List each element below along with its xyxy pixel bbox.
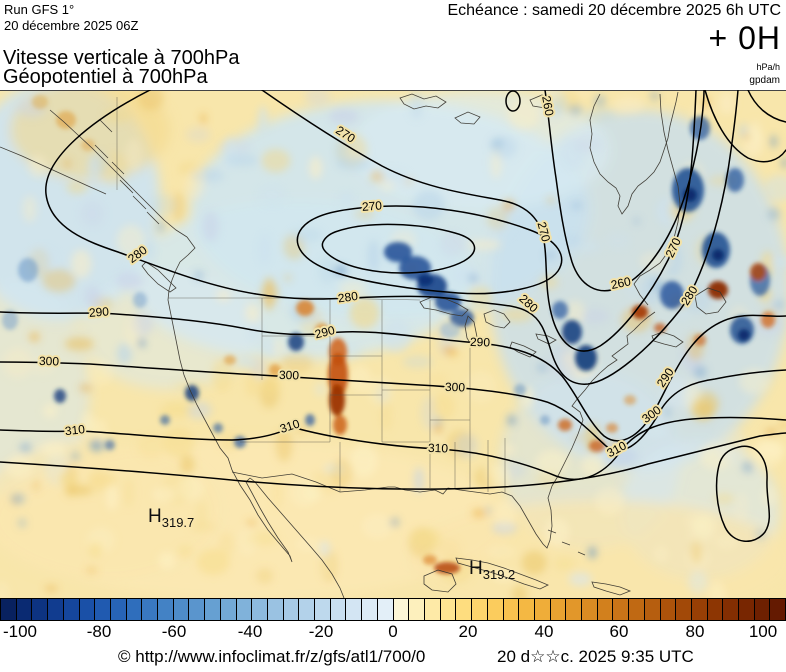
colorbar-cell xyxy=(189,599,206,620)
colorbar-cell xyxy=(220,599,237,620)
colorbar-tick-label: 20 xyxy=(458,622,478,641)
geopotential-contours xyxy=(0,89,786,542)
weather-map: 270 270 280 290 300 310 280 290 300 310 290 300 310 2… xyxy=(0,80,786,620)
footer-copyright-url: © http://www.infoclimat.fr/z/gfs/atl1/70… xyxy=(118,647,426,666)
contour-label: 310 xyxy=(428,441,449,456)
colorbar-ticks: -100 -80 -60 -40 -20 0 20 40 60 80 100 xyxy=(0,622,786,644)
model-run-label: Run GFS 1° xyxy=(4,2,75,17)
colorbar-cell xyxy=(440,599,457,620)
contour-label: 270 xyxy=(361,198,382,213)
colorbar-tick-label: -100 xyxy=(2,622,38,641)
contour-label: 300 xyxy=(39,354,60,369)
colorbar-cell xyxy=(754,599,771,620)
colorbar-cell xyxy=(142,599,159,620)
colorbar-cell xyxy=(503,599,520,620)
colorbar-cell xyxy=(126,599,143,620)
colorbar-cell xyxy=(424,599,441,620)
colorbar-cell xyxy=(393,599,410,620)
colorbar-cell xyxy=(267,599,284,620)
colorbar-cell xyxy=(566,599,583,620)
colorbar-cell xyxy=(236,599,253,620)
colorbar-cell xyxy=(487,599,504,620)
colorbar-cell xyxy=(676,599,692,620)
contour-label: 260 xyxy=(610,274,633,292)
weather-map-svg: 2702702802903003102802903003102903003102… xyxy=(0,80,786,620)
contour-label: 260 xyxy=(539,95,556,117)
contour-label: 290 xyxy=(470,335,491,350)
colorbar-cell xyxy=(252,599,268,620)
colorbar-cell xyxy=(550,599,567,620)
colorbar-cell xyxy=(723,599,740,620)
colorbar-cell xyxy=(346,599,363,620)
colorbar-cell xyxy=(409,599,425,620)
contour-label: 310 xyxy=(64,422,86,438)
contour-unit-label: gpdam xyxy=(749,75,780,86)
colorbar-cell xyxy=(644,599,661,620)
colorbar-cell xyxy=(456,599,473,620)
colorbar-cell xyxy=(582,599,598,620)
colorbar-tick-label: -60 xyxy=(161,622,187,641)
state-borders xyxy=(116,97,506,494)
colorbar-tick-label: 40 xyxy=(534,622,554,641)
colorbar-tick-label: 100 xyxy=(748,622,778,641)
colorbar-cell xyxy=(299,599,316,620)
colorbar-cell xyxy=(315,599,331,620)
colorbar-cell xyxy=(597,599,614,620)
colorbar xyxy=(0,598,786,621)
colorbar-tick-label: -20 xyxy=(308,622,334,641)
colorbar-cell xyxy=(63,599,80,620)
colorbar-cell xyxy=(48,599,64,620)
colorbar-cell xyxy=(629,599,645,620)
colorbar-cell xyxy=(1,599,17,620)
colorbar-cell xyxy=(110,599,127,620)
colorbar-cell xyxy=(95,599,111,620)
colorbar-tick-label: -40 xyxy=(237,622,263,641)
colorbar-cell xyxy=(173,599,190,620)
contour-label: 280 xyxy=(337,289,359,306)
contour-label: 290 xyxy=(88,304,109,319)
colorbar-cell xyxy=(613,599,630,620)
map-title-line2: Géopotentiel à 700hPa xyxy=(3,66,208,88)
colorbar-cell xyxy=(16,599,33,620)
colorbar-tick-label: 80 xyxy=(685,622,705,641)
colorbar-cell xyxy=(205,599,221,620)
colorbar-cell xyxy=(362,599,378,620)
colorbar-cell xyxy=(707,599,724,620)
lead-time-label: + 0H xyxy=(708,20,781,56)
colorbar-cell xyxy=(158,599,174,620)
model-run-date: 20 décembre 2025 06Z xyxy=(4,18,139,33)
valid-time-label: Echéance : samedi 20 décembre 2025 6h UT… xyxy=(447,2,781,19)
colorbar-cell xyxy=(330,599,347,620)
contour-label: 300 xyxy=(445,380,466,395)
colorbar-cell xyxy=(534,599,551,620)
colorbar-tick-label: -80 xyxy=(86,622,112,641)
colorbar-cell xyxy=(283,599,300,620)
colorbar-tick-label: 60 xyxy=(609,622,629,641)
colorbar-cell xyxy=(660,599,677,620)
footer-timestamp: 20 d☆☆c. 2025 9:35 UTC xyxy=(497,647,694,666)
colorbar-cell xyxy=(472,599,488,620)
colorbar-cell xyxy=(32,599,49,620)
coastlines xyxy=(0,91,727,599)
colorbar-cell xyxy=(519,599,535,620)
shading-unit-label: hPa/h xyxy=(756,62,780,72)
colorbar-cell xyxy=(691,599,708,620)
colorbar-cell xyxy=(79,599,96,620)
contour-label: 300 xyxy=(279,368,300,383)
map-title-line1: Vitesse verticale à 700hPa xyxy=(3,47,240,69)
colorbar-cell xyxy=(377,599,394,620)
colorbar-tick-label: 0 xyxy=(388,622,398,641)
colorbar-cell xyxy=(739,599,755,620)
colorbar-cell xyxy=(770,599,786,620)
